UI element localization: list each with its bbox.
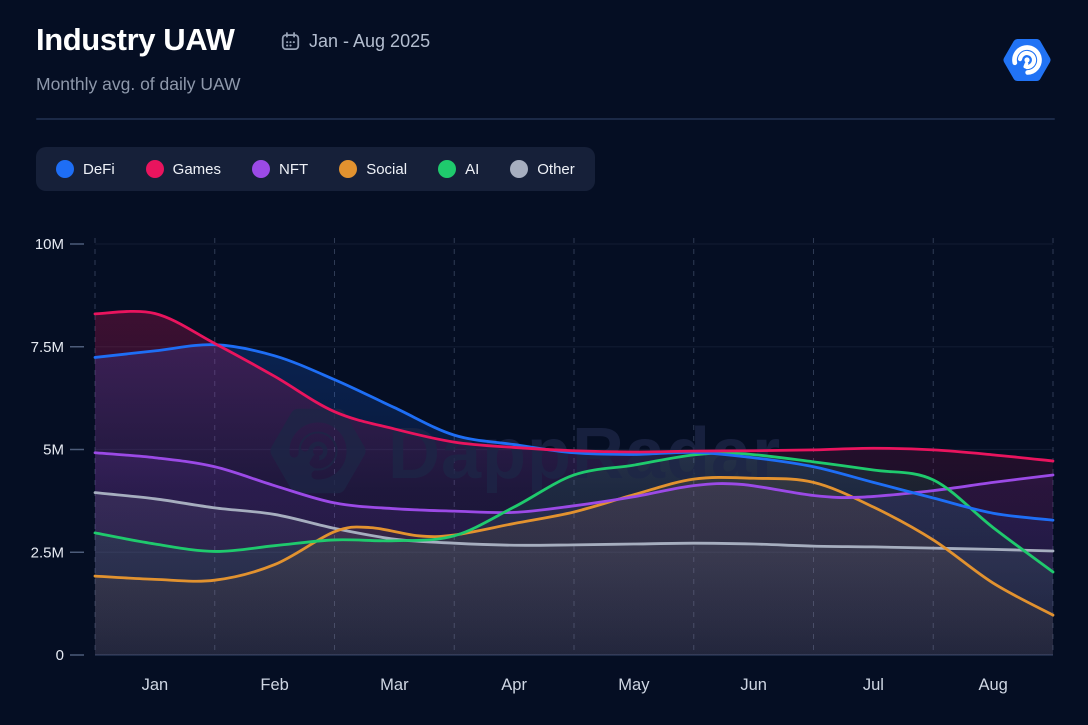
legend-swatch-other [510, 160, 529, 178]
series-line-defi [93, 343, 1055, 522]
legend-swatch-social [339, 160, 358, 178]
calendar-icon [281, 32, 300, 51]
legend-item-games[interactable]: Games [145, 160, 222, 178]
legend-label: AI [465, 160, 480, 178]
legend-swatch-defi [56, 160, 74, 178]
legend-label: Other [537, 160, 575, 178]
series-line-other [93, 491, 1055, 553]
y-tick-label: 0 [56, 647, 64, 664]
legend-swatch-games [145, 160, 164, 178]
x-axis-label: Mar [380, 676, 409, 694]
page-title: Industry UAW [36, 22, 235, 57]
date-range-label: Jan - Aug 2025 [309, 31, 431, 51]
header-divider [36, 118, 1055, 120]
legend-item-ai[interactable]: AI [438, 160, 479, 178]
legend-label: Social [366, 160, 408, 178]
y-tick-label: 10M [35, 236, 64, 253]
y-tick-label: 7.5M [31, 339, 64, 356]
x-axis-label: May [618, 676, 650, 694]
y-tick-label: 2.5M [31, 544, 64, 561]
dappradar-watermark [255, 392, 875, 517]
series-line-social [93, 476, 1055, 617]
x-axis-label: Aug [978, 676, 1007, 694]
x-axis-label: Apr [501, 676, 527, 694]
series-line-games [93, 310, 1055, 463]
legend-item-defi[interactable]: DeFi [56, 160, 115, 178]
x-axis-label: Jul [863, 676, 884, 694]
x-axis-label: Jun [740, 676, 767, 694]
chart-subtitle: Monthly avg. of daily UAW [36, 74, 241, 94]
legend-label: Games [172, 160, 222, 178]
legend: DeFi Games NFT Social AI Other [36, 147, 595, 191]
series-fill-other [95, 492, 1053, 655]
x-axis-label: Jan [142, 676, 169, 694]
date-range: Jan - Aug 2025 [280, 31, 430, 52]
legend-item-other[interactable]: Other [510, 160, 575, 178]
legend-item-nft[interactable]: NFT [252, 160, 308, 178]
series-lines [93, 310, 1055, 617]
legend-label: DeFi [83, 160, 115, 178]
legend-swatch-ai [438, 160, 457, 178]
x-axis-label: Feb [260, 676, 288, 694]
legend-swatch-nft [252, 160, 271, 178]
series-line-nft [93, 451, 1055, 515]
dappradar-logo[interactable] [1003, 36, 1051, 84]
y-tick-label: 5M [43, 442, 64, 459]
legend-label: NFT [279, 160, 309, 178]
legend-item-social[interactable]: Social [339, 160, 407, 178]
radar-glyph [1012, 45, 1042, 75]
series-line-ai [93, 451, 1055, 574]
